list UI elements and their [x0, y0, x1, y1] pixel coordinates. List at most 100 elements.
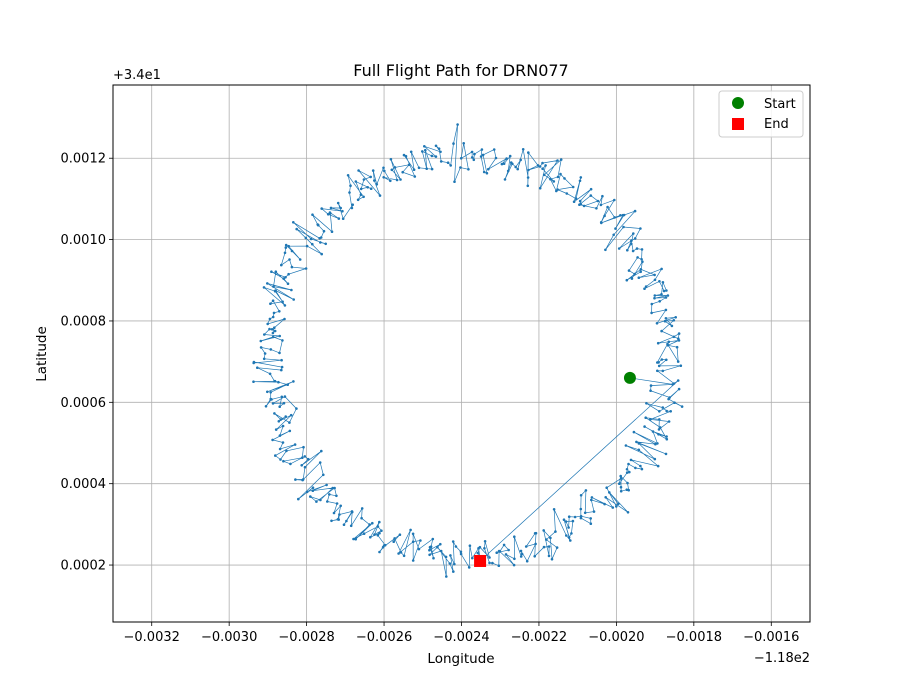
flight-path: [252, 123, 684, 578]
path-point: [500, 162, 504, 166]
path-point: [653, 294, 657, 297]
path-point: [345, 519, 348, 523]
path-point: [627, 269, 631, 272]
path-point: [526, 176, 530, 179]
path-point: [650, 311, 653, 315]
path-point: [657, 364, 661, 368]
path-point: [273, 379, 276, 383]
path-point: [660, 358, 664, 361]
path-point: [545, 538, 548, 541]
path-point: [665, 358, 668, 362]
x-tick-label: −0.0030: [201, 630, 257, 645]
path-point: [497, 564, 501, 567]
path-point: [589, 187, 593, 191]
path-point: [278, 405, 282, 409]
path-point: [269, 397, 273, 401]
path-point: [263, 333, 266, 336]
path-point: [542, 529, 545, 532]
path-point: [680, 405, 684, 408]
path-point: [362, 195, 365, 199]
path-point: [283, 251, 287, 255]
path-point: [677, 387, 681, 391]
path-point: [307, 457, 310, 461]
path-point: [512, 563, 516, 567]
path-point: [506, 169, 510, 173]
path-point: [622, 225, 625, 229]
path-point: [579, 516, 583, 520]
path-point: [452, 142, 455, 145]
path-point: [505, 157, 508, 160]
path-point: [606, 205, 609, 209]
path-point: [571, 519, 575, 523]
path-point: [439, 542, 442, 546]
path-point: [516, 167, 519, 171]
path-point: [434, 155, 438, 158]
path-point: [373, 179, 376, 182]
path-point: [369, 175, 373, 179]
path-point: [675, 345, 679, 349]
path-point: [378, 520, 381, 524]
path-point: [574, 197, 578, 200]
path-point: [470, 156, 474, 159]
path-point: [674, 316, 677, 319]
path-point: [636, 256, 639, 259]
path-point: [480, 148, 484, 151]
path-point: [269, 348, 273, 351]
path-point: [281, 424, 285, 428]
path-point: [326, 500, 329, 503]
path-point: [268, 317, 272, 321]
path-point: [439, 160, 443, 163]
path-point: [483, 540, 487, 543]
path-point: [252, 380, 255, 384]
y-tick-label: 0.0012: [61, 152, 107, 167]
path-point: [533, 532, 537, 535]
path-point: [354, 537, 358, 541]
path-point: [326, 213, 330, 216]
path-point: [432, 556, 435, 560]
path-point: [556, 159, 559, 162]
path-point: [369, 187, 373, 190]
path-point: [352, 537, 355, 541]
path-point: [491, 561, 494, 565]
path-point: [350, 206, 354, 210]
path-point: [555, 546, 559, 549]
path-point: [270, 270, 273, 274]
path-point: [649, 418, 652, 421]
path-point: [639, 270, 642, 274]
path-point: [658, 280, 661, 283]
path-point: [653, 273, 656, 277]
path-point: [492, 148, 496, 151]
path-point: [513, 557, 516, 561]
path-point: [625, 468, 629, 471]
path-point: [527, 168, 530, 172]
path-point: [375, 183, 379, 186]
path-point: [633, 272, 636, 276]
path-point: [582, 204, 586, 208]
path-point: [424, 148, 427, 152]
path-point: [504, 553, 508, 556]
path-point: [459, 166, 462, 169]
path-point: [541, 161, 544, 165]
path-point: [407, 163, 411, 167]
path-point: [617, 502, 620, 506]
path-point: [459, 552, 463, 556]
path-point: [404, 154, 408, 158]
path-point: [300, 464, 304, 467]
path-point: [281, 339, 284, 342]
path-point: [320, 449, 323, 453]
path-point: [309, 237, 313, 241]
path-point: [287, 272, 290, 276]
path-point: [654, 442, 657, 446]
path-point: [389, 179, 392, 183]
path-point: [399, 551, 403, 554]
path-point: [290, 265, 294, 269]
path-point: [619, 474, 622, 478]
path-point: [592, 510, 596, 513]
path-point: [462, 142, 466, 145]
path-point: [279, 458, 282, 461]
path-point: [677, 339, 681, 342]
path-point: [619, 489, 623, 493]
path-point: [562, 518, 566, 521]
path-point: [304, 236, 308, 240]
